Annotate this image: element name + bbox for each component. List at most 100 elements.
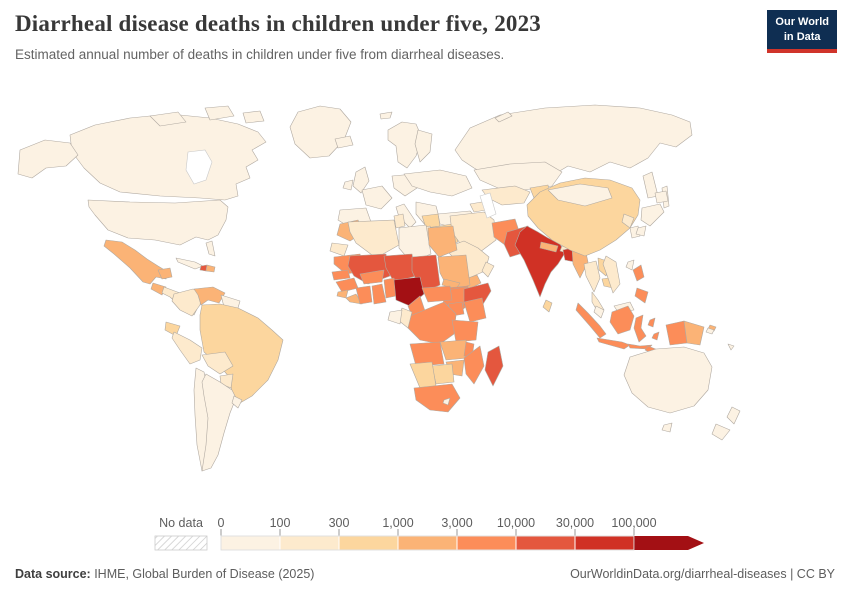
country-united-states[interactable] xyxy=(205,240,216,257)
country-sri-lanka[interactable] xyxy=(542,299,553,313)
country-united-kingdom[interactable] xyxy=(352,166,370,194)
country-iceland[interactable] xyxy=(334,135,354,149)
countries-layer xyxy=(17,104,741,472)
legend-bin-0-100[interactable] xyxy=(220,535,281,551)
country-zambia[interactable] xyxy=(439,339,469,361)
legend-bin-300-1-000[interactable] xyxy=(338,535,399,551)
country-ghana[interactable] xyxy=(371,283,387,305)
chart-title: Diarrheal disease deaths in children und… xyxy=(15,11,541,36)
country-canada[interactable] xyxy=(149,111,187,127)
country-south-africa[interactable] xyxy=(413,383,461,413)
country-cuba[interactable] xyxy=(175,257,204,270)
country-norway-sweden[interactable] xyxy=(387,121,423,169)
country-vietnam[interactable] xyxy=(602,255,621,294)
country-poland-ukraine[interactable] xyxy=(403,169,473,197)
country-pacific-islands[interactable] xyxy=(705,327,715,335)
country-ireland[interactable] xyxy=(342,179,354,191)
country-japan[interactable] xyxy=(654,190,669,204)
country-canada[interactable] xyxy=(204,105,235,121)
chart-footer: Data source: IHME, Global Burden of Dise… xyxy=(15,567,835,581)
legend-tick-label: 100,000 xyxy=(611,516,656,530)
country-burkina-faso[interactable] xyxy=(359,269,385,285)
country-venezuela[interactable] xyxy=(193,286,226,306)
country-norway-sweden[interactable] xyxy=(379,111,393,120)
country-indonesia[interactable] xyxy=(651,331,660,341)
country-lesotho[interactable] xyxy=(442,397,451,406)
country-senegal[interactable] xyxy=(331,269,351,281)
country-india[interactable] xyxy=(514,225,566,298)
legend-no-data-label: No data xyxy=(159,516,203,530)
country-canada[interactable] xyxy=(69,113,267,201)
country-greenland[interactable] xyxy=(289,105,352,159)
country-dr-congo[interactable] xyxy=(407,301,457,345)
legend-bin-10-000-30-000[interactable] xyxy=(515,535,576,551)
legend-tick-label: 100 xyxy=(270,516,291,530)
country-central-african-republic[interactable] xyxy=(421,285,453,303)
country-philippines[interactable] xyxy=(632,264,645,282)
country-pacific-islands[interactable] xyxy=(727,343,735,351)
legend-bin-100-000[interactable] xyxy=(634,536,704,550)
legend-bin-1-000-3-000[interactable] xyxy=(397,535,458,551)
country-bolivia[interactable] xyxy=(201,351,234,375)
country-egypt[interactable] xyxy=(427,225,458,258)
country-kazakhstan[interactable] xyxy=(473,161,563,191)
country-oman[interactable] xyxy=(481,261,495,278)
country-tunisia[interactable] xyxy=(393,213,406,229)
country-japan[interactable] xyxy=(640,203,665,227)
country-japan[interactable] xyxy=(635,225,647,237)
legend-no-data-swatch[interactable] xyxy=(154,535,208,551)
legend-bin-30-000-100-000[interactable] xyxy=(574,535,635,551)
country-france[interactable] xyxy=(361,185,393,210)
country-namibia[interactable] xyxy=(409,361,437,389)
country-angola[interactable] xyxy=(409,341,445,367)
legend-bin-100-300[interactable] xyxy=(279,535,340,551)
country-taiwan[interactable] xyxy=(625,259,635,271)
country-indonesia[interactable] xyxy=(596,337,631,350)
legend-bin-3-000-10-000[interactable] xyxy=(456,535,517,551)
country-indonesia[interactable] xyxy=(633,314,647,343)
country-peru[interactable] xyxy=(171,331,203,365)
country-tanzania[interactable] xyxy=(451,319,479,343)
country-indonesia[interactable] xyxy=(609,305,635,335)
country-russia[interactable] xyxy=(494,111,513,123)
country-argentina[interactable] xyxy=(201,373,237,472)
country-uruguay[interactable] xyxy=(231,395,243,409)
country-brazil[interactable] xyxy=(199,303,284,404)
country-united-states[interactable] xyxy=(87,199,229,246)
owid-logo-line2: in Data xyxy=(783,30,821,43)
country-new-zealand[interactable] xyxy=(711,423,731,441)
credit-link[interactable]: OurWorldinData.org/diarrheal-diseases | … xyxy=(570,567,835,581)
country-malaysia[interactable] xyxy=(593,305,605,319)
country-mexico[interactable] xyxy=(103,239,169,285)
country-algeria[interactable] xyxy=(347,219,400,259)
country-dominican-republic[interactable] xyxy=(205,264,216,273)
legend-tick-label: 300 xyxy=(329,516,350,530)
country-nepal[interactable] xyxy=(539,241,559,253)
country-canada[interactable] xyxy=(242,110,265,124)
country-mexico[interactable] xyxy=(157,267,173,280)
caspian-sea xyxy=(479,192,497,219)
country-sierra-leone[interactable] xyxy=(336,289,349,299)
country-new-zealand[interactable] xyxy=(726,406,741,425)
country-western-sahara[interactable] xyxy=(329,242,349,257)
country-australia[interactable] xyxy=(661,422,673,433)
owid-logo[interactable]: Our World in Data xyxy=(767,10,837,54)
country-kenya[interactable] xyxy=(463,297,487,323)
country-thailand[interactable] xyxy=(583,260,601,293)
country-gabon[interactable] xyxy=(387,309,403,325)
country-australia[interactable] xyxy=(623,346,713,414)
country-papua-new-guinea[interactable] xyxy=(683,320,705,346)
country-finland[interactable] xyxy=(414,129,433,163)
country-mozambique[interactable] xyxy=(463,345,485,385)
country-madagascar[interactable] xyxy=(484,345,504,387)
country-united-states[interactable] xyxy=(17,139,79,179)
country-philippines[interactable] xyxy=(634,287,649,304)
country-indonesia[interactable] xyxy=(647,317,656,328)
country-indonesia[interactable] xyxy=(665,320,688,346)
country-indonesia[interactable] xyxy=(575,302,607,339)
country-mongolia[interactable] xyxy=(547,183,613,207)
country-liberia[interactable] xyxy=(345,293,363,305)
country-c-te-d-ivoire[interactable] xyxy=(355,285,373,305)
